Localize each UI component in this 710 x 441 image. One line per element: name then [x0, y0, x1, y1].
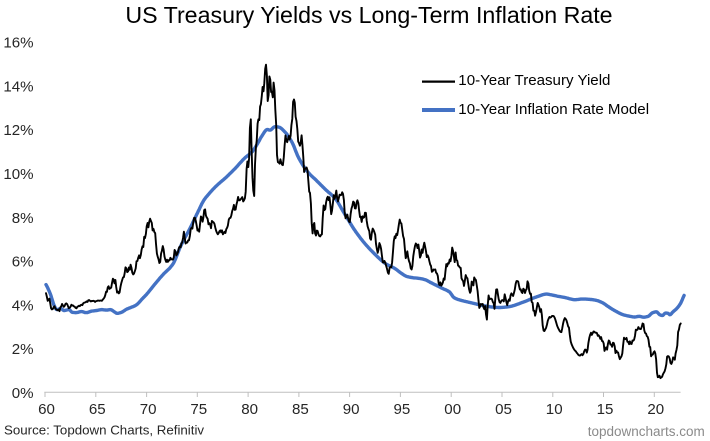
svg-text:85: 85: [292, 401, 309, 418]
svg-text:0%: 0%: [12, 385, 34, 402]
svg-text:20: 20: [647, 401, 664, 418]
svg-text:6%: 6%: [12, 254, 34, 271]
svg-text:10: 10: [546, 401, 563, 418]
svg-text:05: 05: [495, 401, 512, 418]
svg-text:10%: 10%: [3, 166, 33, 183]
svg-text:4%: 4%: [12, 297, 34, 314]
svg-text:00: 00: [444, 401, 461, 418]
svg-text:topdowncharts.com: topdowncharts.com: [588, 424, 705, 439]
svg-text:90: 90: [343, 401, 360, 418]
svg-text:95: 95: [394, 401, 411, 418]
svg-text:70: 70: [140, 401, 157, 418]
svg-text:14%: 14%: [3, 78, 33, 95]
svg-text:80: 80: [241, 401, 258, 418]
svg-text:10-Year Inflation Rate Model: 10-Year Inflation Rate Model: [458, 101, 649, 118]
svg-text:60: 60: [38, 401, 55, 418]
svg-text:Source: Topdown Charts, Refini: Source: Topdown Charts, Refinitiv: [4, 423, 204, 438]
svg-text:2%: 2%: [12, 341, 34, 358]
svg-text:65: 65: [89, 401, 106, 418]
svg-text:16%: 16%: [3, 35, 33, 52]
svg-text:75: 75: [190, 401, 207, 418]
svg-text:12%: 12%: [3, 122, 33, 139]
svg-text:8%: 8%: [12, 210, 34, 227]
svg-text:US Treasury Yields vs Long-Ter: US Treasury Yields vs Long-Term Inflatio…: [125, 2, 612, 28]
svg-text:15: 15: [597, 401, 614, 418]
svg-text:10-Year Treasury Yield: 10-Year Treasury Yield: [458, 72, 610, 89]
